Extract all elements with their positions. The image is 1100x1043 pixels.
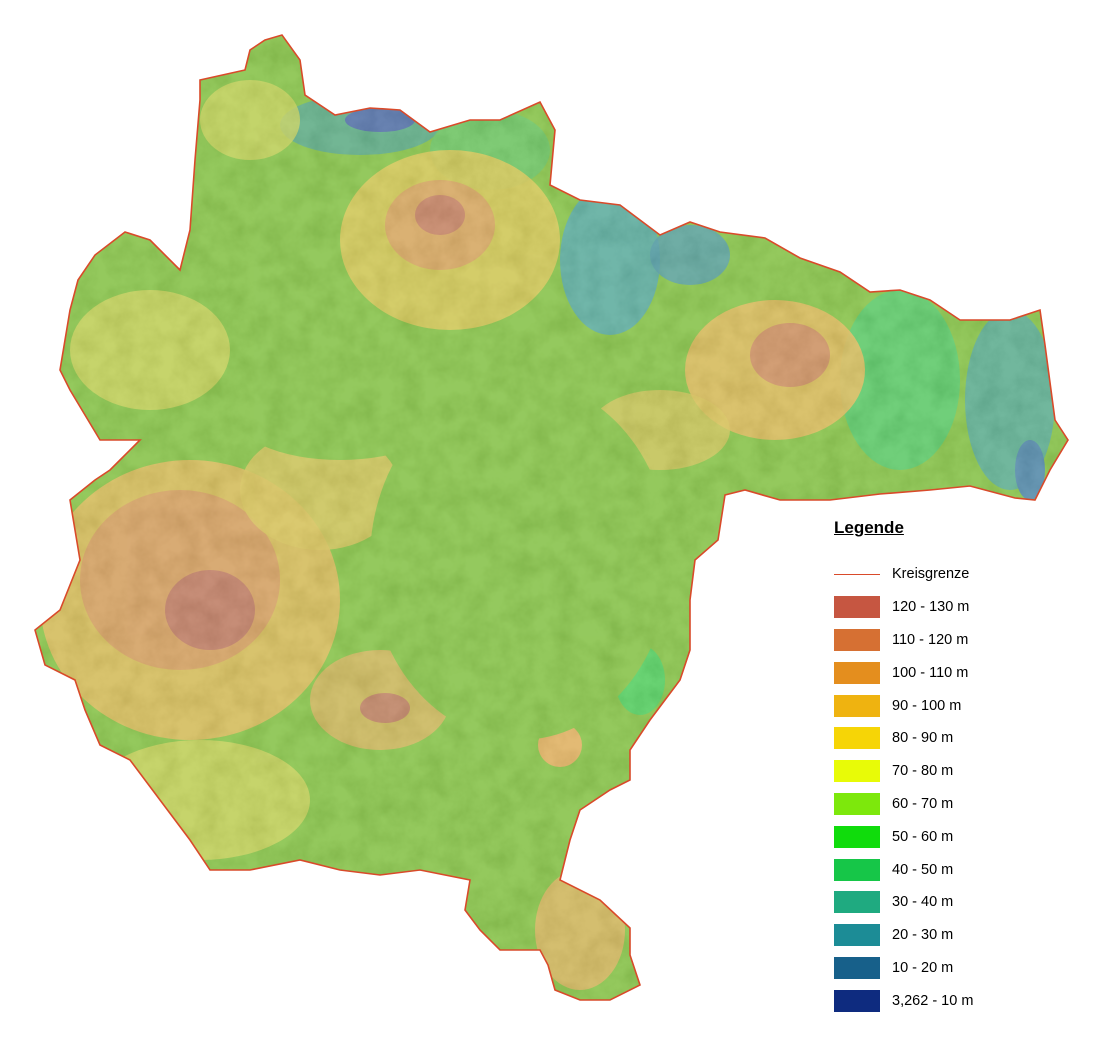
legend-swatch xyxy=(834,628,880,651)
legend-swatch xyxy=(834,924,880,947)
legend-swatch xyxy=(834,956,880,979)
legend-swatch xyxy=(834,891,880,914)
legend-item: 110 - 120 m xyxy=(834,624,1074,657)
legend-item: 60 - 70 m xyxy=(834,788,1074,821)
legend-item: 80 - 90 m xyxy=(834,722,1074,755)
legend-swatch xyxy=(834,727,880,750)
legend-swatch xyxy=(834,760,880,783)
map-legend: Legende Kreisgrenze 120 - 130 m 110 - 120… xyxy=(834,518,1074,1017)
legend-label: 110 - 120 m xyxy=(892,631,969,648)
legend-item: 50 - 60 m xyxy=(834,820,1074,853)
legend-item: 100 - 110 m xyxy=(834,656,1074,689)
legend-label: 100 - 110 m xyxy=(892,664,969,681)
legend-label: 20 - 30 m xyxy=(892,927,954,944)
legend-label: 40 - 50 m xyxy=(892,861,954,878)
legend-label: 70 - 80 m xyxy=(892,763,954,780)
legend-classes: 120 - 130 m 110 - 120 m 100 - 110 m 90 - 10… xyxy=(834,591,1074,1017)
legend-item: 20 - 30 m xyxy=(834,919,1074,952)
legend-label: Kreisgrenze xyxy=(892,566,970,583)
legend-swatch xyxy=(834,792,880,815)
legend-label: 120 - 130 m xyxy=(892,599,970,616)
district-boundary xyxy=(34,34,1069,1001)
legend-swatch xyxy=(834,694,880,717)
legend-label: 50 - 60 m xyxy=(892,828,954,845)
boundary-line-icon xyxy=(834,573,880,575)
legend-item: 70 - 80 m xyxy=(834,755,1074,788)
legend-swatch xyxy=(834,596,880,619)
legend-item: 30 - 40 m xyxy=(834,886,1074,919)
legend-item: 120 - 130 m xyxy=(834,591,1074,624)
legend-title: Legende xyxy=(834,518,904,537)
legend-swatch xyxy=(834,858,880,881)
legend-label: 80 - 90 m xyxy=(892,730,954,747)
legend-item-boundary: Kreisgrenze xyxy=(834,558,1074,591)
legend-swatch xyxy=(834,825,880,848)
legend-label: 90 - 100 m xyxy=(892,697,962,714)
legend-item: 40 - 50 m xyxy=(834,853,1074,886)
legend-swatch xyxy=(834,989,880,1012)
legend-item: 3,262 - 10 m xyxy=(834,984,1074,1017)
legend-label: 60 - 70 m xyxy=(892,795,954,812)
legend-label: 10 - 20 m xyxy=(892,959,954,976)
legend-label: 30 - 40 m xyxy=(892,894,954,911)
legend-item: 90 - 100 m xyxy=(834,689,1074,722)
legend-item: 10 - 20 m xyxy=(834,952,1074,985)
legend-swatch xyxy=(834,661,880,684)
legend-label: 3,262 - 10 m xyxy=(892,992,974,1009)
